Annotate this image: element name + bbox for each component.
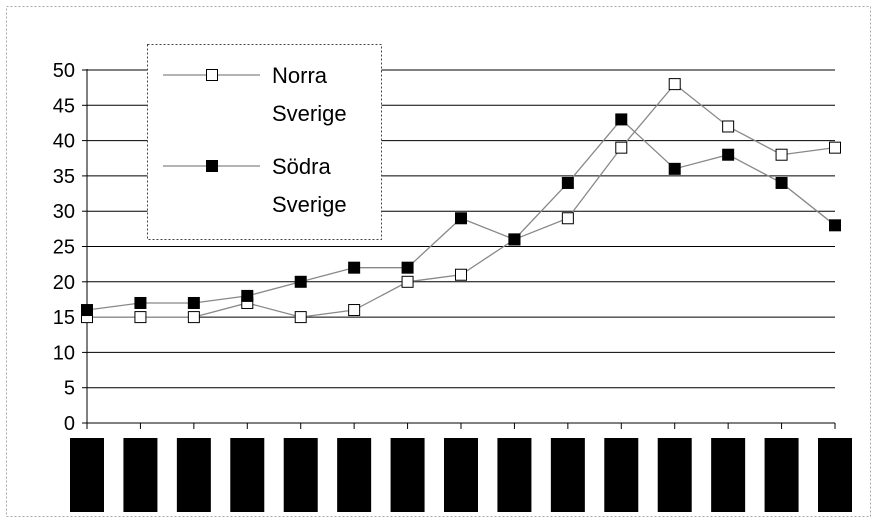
x-tick-label-redacted bbox=[444, 438, 478, 512]
x-tick-label-redacted bbox=[711, 438, 746, 512]
series-2-point bbox=[81, 304, 93, 317]
x-tick-label-redacted bbox=[70, 438, 104, 512]
legend-marker-2 bbox=[206, 160, 218, 172]
y-tick-label: 20 bbox=[53, 272, 75, 294]
series-2-point bbox=[722, 148, 735, 161]
x-tick-label-redacted bbox=[497, 438, 532, 512]
y-tick-label: 5 bbox=[64, 378, 75, 400]
series-1-point bbox=[615, 141, 628, 154]
y-tick-label: 35 bbox=[53, 166, 75, 188]
series-2-point bbox=[829, 219, 841, 232]
series-1-point bbox=[829, 141, 841, 154]
series-2-point bbox=[294, 275, 307, 288]
legend-label-2: Sverige bbox=[272, 192, 347, 217]
series-1-point bbox=[455, 268, 467, 281]
series-layer bbox=[81, 78, 841, 324]
y-tick-label: 40 bbox=[53, 131, 75, 153]
legend-marker-1 bbox=[206, 69, 218, 81]
y-tick-label: 0 bbox=[64, 413, 75, 435]
series-1-point bbox=[187, 311, 200, 324]
x-tick-label-redacted bbox=[550, 438, 585, 512]
series-2-point bbox=[668, 162, 681, 175]
series-1-point bbox=[561, 212, 574, 225]
series-2-point bbox=[455, 212, 467, 225]
chart-border bbox=[6, 6, 871, 517]
legend-label-2: Södra bbox=[272, 154, 331, 179]
series-1-point bbox=[401, 275, 414, 288]
series-2-point bbox=[508, 233, 521, 246]
series-2-point bbox=[348, 261, 361, 274]
x-tick-label-redacted bbox=[818, 438, 852, 512]
x-tick-label-redacted bbox=[176, 438, 211, 512]
series-1-point bbox=[668, 78, 681, 91]
series-2-point bbox=[187, 296, 200, 309]
series-2-point bbox=[134, 296, 147, 309]
axis-layer: 0 5 10 15 20 25 30 35 40 45 50 bbox=[53, 60, 836, 435]
series-1-point bbox=[134, 311, 147, 324]
x-tick-label-redacted bbox=[230, 438, 265, 512]
x-tick-label-redacted bbox=[123, 438, 158, 512]
y-tick-label: 10 bbox=[53, 342, 75, 364]
legend-label-1: Sverige bbox=[272, 101, 347, 126]
y-tick-label: 15 bbox=[53, 307, 75, 329]
y-tick-label: 30 bbox=[53, 201, 75, 223]
legend-label-1: Norra bbox=[272, 63, 328, 88]
x-tick-label-redacted bbox=[657, 438, 692, 512]
series-1-point bbox=[775, 148, 788, 161]
x-tick-label-redacted bbox=[604, 438, 639, 512]
series-2-point bbox=[561, 176, 574, 189]
x-tick-label-redacted bbox=[390, 438, 425, 512]
y-tick-label: 25 bbox=[53, 237, 75, 259]
series-1-point bbox=[294, 311, 307, 324]
x-tick-label-layer bbox=[70, 438, 852, 512]
x-tick-label-redacted bbox=[764, 438, 799, 512]
series-2-point bbox=[775, 176, 788, 189]
y-tick-label: 45 bbox=[53, 95, 75, 117]
series-2-point bbox=[615, 113, 628, 126]
series-2-point bbox=[241, 289, 254, 302]
legend: Norra Sverige Södra Sverige bbox=[147, 44, 382, 240]
series-1-point bbox=[348, 304, 361, 317]
legend-box bbox=[147, 44, 382, 240]
y-tick-label: 50 bbox=[53, 60, 75, 82]
series-1-point bbox=[722, 120, 735, 133]
x-tick-label-redacted bbox=[283, 438, 318, 512]
x-tick-label-redacted bbox=[337, 438, 372, 512]
series-2-point bbox=[401, 261, 414, 274]
